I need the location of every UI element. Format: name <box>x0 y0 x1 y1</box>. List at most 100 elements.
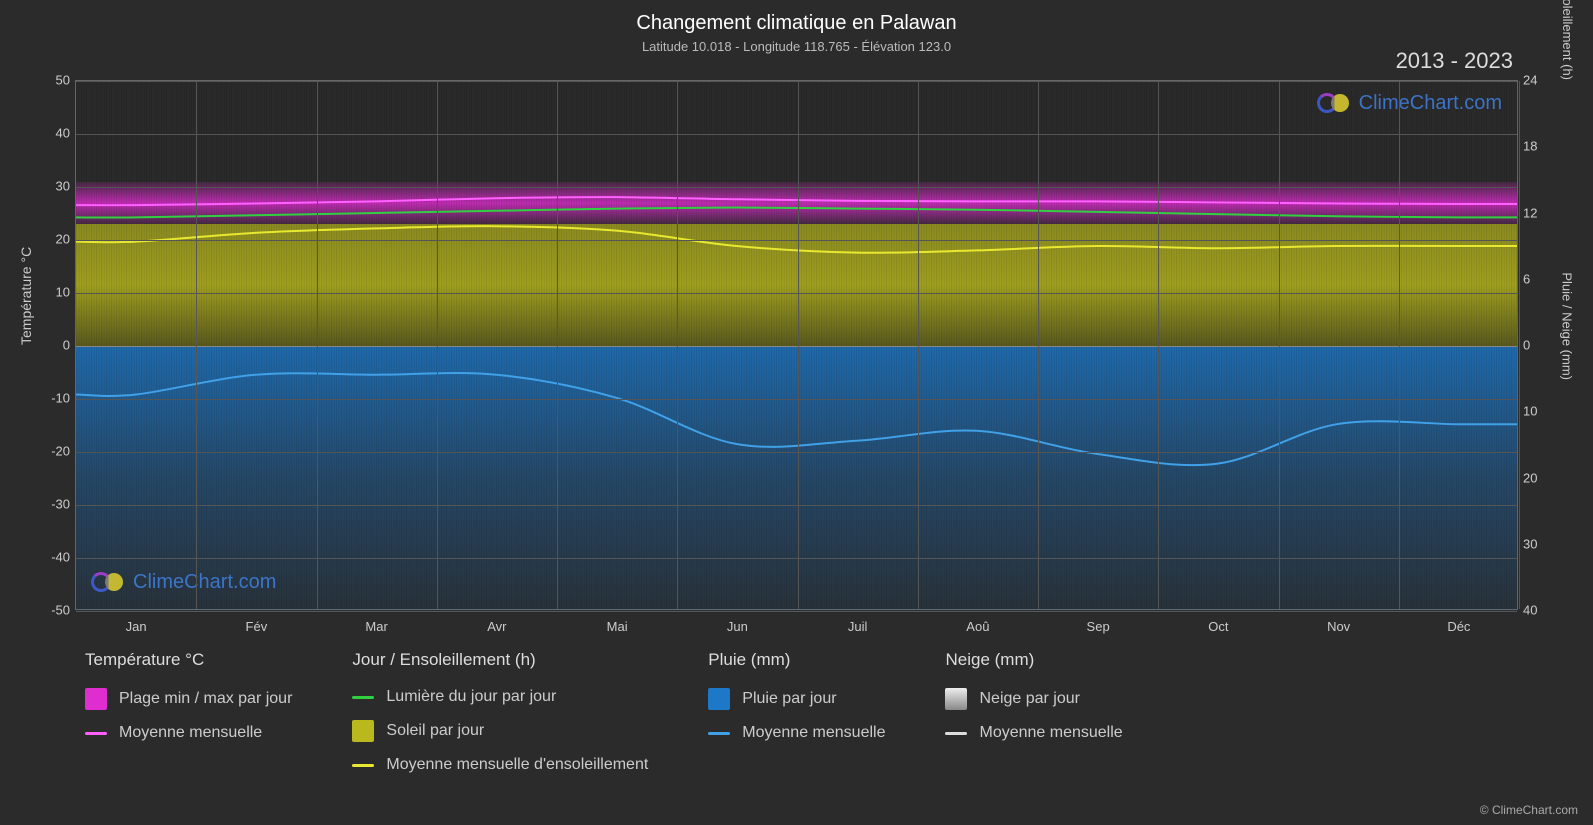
y-tick-left: 20 <box>40 232 70 247</box>
year-range-label: 2013 - 2023 <box>1396 48 1513 74</box>
legend-label: Lumière du jour par jour <box>386 688 556 706</box>
y-tick-left: 50 <box>40 73 70 88</box>
legend-col-snow: Neige (mm) Neige par jour Moyenne mensue… <box>945 650 1122 774</box>
grid-line-h <box>76 611 1517 612</box>
y-tick-left: 10 <box>40 285 70 300</box>
legend-label: Moyenne mensuelle <box>742 724 885 742</box>
x-tick-month: Avr <box>487 619 506 634</box>
x-tick-month: Déc <box>1447 619 1470 634</box>
y-tick-right-precip: 30 <box>1523 536 1553 551</box>
grid-line-v <box>1038 81 1039 609</box>
legend: Température °C Plage min / max par jour … <box>85 650 1513 774</box>
legend-item-rain-avg: Moyenne mensuelle <box>708 724 885 742</box>
y-tick-right-precip: 20 <box>1523 470 1553 485</box>
grid-line-h <box>76 346 1517 347</box>
chart-container: Changement climatique en Palawan Latitud… <box>0 0 1593 825</box>
y-tick-right-hours: 6 <box>1523 271 1553 286</box>
y-tick-right-hours: 24 <box>1523 73 1553 88</box>
swatch-rain <box>708 688 730 710</box>
climechart-logo-icon <box>1317 91 1353 115</box>
y-tick-left: 40 <box>40 126 70 141</box>
grid-line-h <box>76 558 1517 559</box>
x-tick-month: Jan <box>126 619 147 634</box>
swatch-snow-avg <box>945 732 967 735</box>
grid-line-h <box>76 505 1517 506</box>
x-tick-month: Mai <box>607 619 628 634</box>
y-axis-right-bottom-label: Pluie / Neige (mm) <box>1560 272 1575 380</box>
legend-item-sun: Soleil par jour <box>352 720 648 742</box>
grid-line-h <box>76 399 1517 400</box>
grid-line-v <box>918 81 919 609</box>
x-tick-month: Mar <box>365 619 387 634</box>
grid-line-h <box>76 293 1517 294</box>
grid-line-v <box>1519 81 1520 609</box>
chart-title: Changement climatique en Palawan <box>0 0 1593 35</box>
y-tick-right-hours: 12 <box>1523 205 1553 220</box>
grid-line-v <box>557 81 558 609</box>
legend-col-rain: Pluie (mm) Pluie par jour Moyenne mensue… <box>708 650 885 774</box>
y-axis-right-top-label: Jour / Ensoleillement (h) <box>1560 0 1575 80</box>
chart-lines-svg <box>76 81 1517 609</box>
grid-line-v <box>677 81 678 609</box>
legend-item-snow-day: Neige par jour <box>945 688 1122 710</box>
y-tick-left: -50 <box>40 603 70 618</box>
legend-rain-header: Pluie (mm) <box>708 650 885 670</box>
legend-item-snow-avg: Moyenne mensuelle <box>945 724 1122 742</box>
legend-temp-header: Température °C <box>85 650 292 670</box>
legend-label: Pluie par jour <box>742 690 836 708</box>
swatch-sun <box>352 720 374 742</box>
x-tick-month: Jun <box>727 619 748 634</box>
legend-item-sun-avg: Moyenne mensuelle d'ensoleillement <box>352 756 648 774</box>
legend-label: Moyenne mensuelle <box>119 724 262 742</box>
legend-label: Moyenne mensuelle d'ensoleillement <box>386 756 648 774</box>
swatch-temp-range <box>85 688 107 710</box>
x-tick-month: Fév <box>246 619 268 634</box>
y-tick-right-precip: 10 <box>1523 404 1553 419</box>
swatch-snow <box>945 688 967 710</box>
legend-label: Neige par jour <box>979 690 1080 708</box>
grid-line-v <box>1279 81 1280 609</box>
grid-line-h <box>76 81 1517 82</box>
climechart-logo-icon <box>91 570 127 594</box>
y-tick-left: 30 <box>40 179 70 194</box>
y-tick-right-precip: 40 <box>1523 603 1553 618</box>
x-tick-month: Oct <box>1208 619 1228 634</box>
y-tick-left: -20 <box>40 444 70 459</box>
legend-item-temp-range: Plage min / max par jour <box>85 688 292 710</box>
legend-col-daylight: Jour / Ensoleillement (h) Lumière du jou… <box>352 650 648 774</box>
watermark-text: ClimeChart.com <box>133 571 276 594</box>
watermark-top-right: ClimeChart.com <box>1317 91 1502 115</box>
legend-col-temp: Température °C Plage min / max par jour … <box>85 650 292 774</box>
x-tick-month: Sep <box>1087 619 1110 634</box>
grid-line-v <box>437 81 438 609</box>
legend-item-daylight: Lumière du jour par jour <box>352 688 648 706</box>
grid-line-h <box>76 187 1517 188</box>
x-tick-month: Nov <box>1327 619 1350 634</box>
legend-label: Moyenne mensuelle <box>979 724 1122 742</box>
y-tick-right-hours: 0 <box>1523 338 1553 353</box>
plot-area: ClimeChart.com ClimeChart.com JanFévMarA… <box>75 80 1518 610</box>
grid-line-v <box>1158 81 1159 609</box>
y-tick-right-hours: 18 <box>1523 139 1553 154</box>
legend-day-header: Jour / Ensoleillement (h) <box>352 650 648 670</box>
grid-line-h <box>76 134 1517 135</box>
grid-line-h <box>76 452 1517 453</box>
temp-avg-line <box>76 197 1517 205</box>
y-tick-left: -40 <box>40 550 70 565</box>
watermark-text: ClimeChart.com <box>1359 92 1502 115</box>
swatch-sun-avg <box>352 764 374 767</box>
chart-subtitle: Latitude 10.018 - Longitude 118.765 - Él… <box>0 35 1593 54</box>
legend-item-temp-avg: Moyenne mensuelle <box>85 724 292 742</box>
daylight-line <box>76 208 1517 218</box>
legend-snow-header: Neige (mm) <box>945 650 1122 670</box>
grid-line-v <box>1399 81 1400 609</box>
legend-item-rain-day: Pluie par jour <box>708 688 885 710</box>
copyright-text: © ClimeChart.com <box>1480 803 1578 817</box>
y-tick-left: 0 <box>40 338 70 353</box>
x-tick-month: Juil <box>848 619 868 634</box>
swatch-temp-avg <box>85 732 107 735</box>
grid-line-v <box>317 81 318 609</box>
grid-line-v <box>798 81 799 609</box>
swatch-daylight <box>352 696 374 699</box>
swatch-rain-avg <box>708 732 730 735</box>
